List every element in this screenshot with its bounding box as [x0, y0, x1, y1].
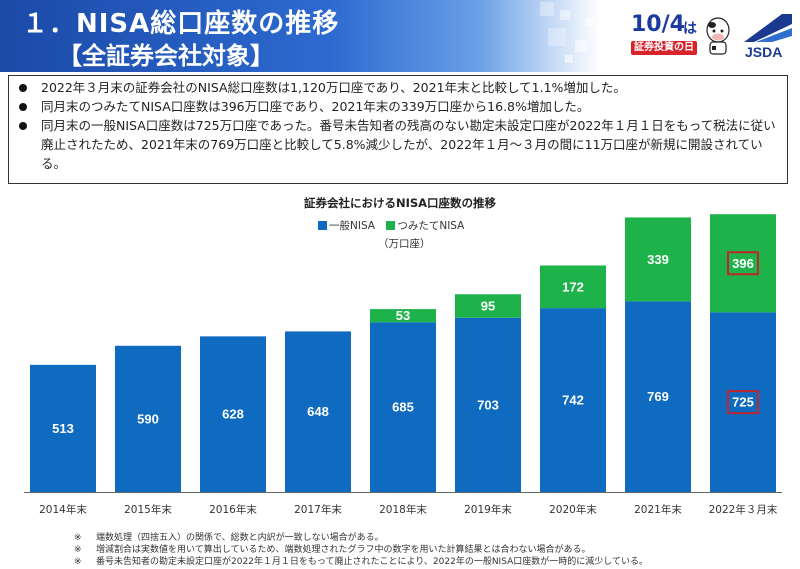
- jsda-wordmark: JSDA: [745, 44, 783, 60]
- x-tick-label: 2018年末: [379, 503, 427, 516]
- data-label: 95: [481, 299, 495, 314]
- data-label: 703: [477, 397, 499, 412]
- decor-square: [540, 2, 554, 16]
- x-tick-label: 2021年末: [634, 503, 682, 516]
- x-tick-label: 2014年末: [39, 503, 87, 516]
- data-label: 648: [307, 404, 329, 419]
- footnote-text: 番号未告知者の勘定未設定口座が2022年１月１日をもって廃止されたことにより、2…: [96, 557, 648, 567]
- bar-ippan: [30, 364, 96, 492]
- footnote-text: 端数処理（四捨五入）の関係で、総数と内訳が一致しない場合がある。: [96, 533, 384, 543]
- bar-chart: 513 2014年末 590 2015年末 628 2016年末 648 2017年末 685 5…: [24, 214, 782, 516]
- summary-bullet: 2022年３月末の証券会社のNISA総口座数は1,120万口座であり、2021年…: [17, 78, 781, 97]
- bar-tsumitate: [710, 214, 776, 313]
- bar-tsumitate: [540, 265, 606, 309]
- legend-swatch-tsumitate: [386, 221, 396, 230]
- header: １．NISA総口座数の推移 【全証券会社対象】 10/4 は 証券投資の日 JS…: [0, 0, 800, 72]
- summary-bullet: 同月末の一般NISA口座数は725万口座であった。番号未告知者の残高のない勘定未…: [17, 116, 781, 173]
- footnote-mark: ※: [74, 557, 82, 567]
- bar-tsumitate: [625, 217, 691, 302]
- header-band: [0, 0, 600, 72]
- chart-title: 証券会社におけるNISA口座数の推移: [303, 196, 497, 210]
- highlight-box: [727, 251, 759, 276]
- bar-ippan: [455, 317, 521, 492]
- summary-bullet: 同月末のつみたてNISA口座数は396万口座であり、2021年末の339万口座か…: [17, 97, 781, 116]
- data-label: 396: [732, 256, 754, 271]
- bullet-dot-icon: [19, 122, 27, 130]
- legend-item: 一般NISA: [318, 220, 375, 232]
- x-tick-label: 2015年末: [124, 503, 172, 516]
- decor-square: [560, 10, 570, 20]
- event-caption: 証券投資の日: [631, 41, 697, 55]
- legend-label: つみたてNISA: [397, 220, 465, 232]
- data-label: 590: [137, 411, 159, 426]
- bar-ippan: [285, 331, 351, 492]
- page-subtitle: 【全証券会社対象】: [58, 42, 274, 70]
- bar-ippan: [370, 322, 436, 492]
- data-label: 742: [562, 393, 584, 408]
- footnote-mark: ※: [74, 545, 82, 555]
- x-tick-label: 2016年末: [209, 503, 257, 516]
- bar-tsumitate: [455, 294, 521, 318]
- highlight-box: [727, 390, 759, 415]
- page-title: １．NISA総口座数の推移: [22, 9, 340, 39]
- bullet-dot-icon: [19, 103, 27, 111]
- legend-item: つみたてNISA: [386, 220, 464, 232]
- footnotes: ※ 端数処理（四捨五入）の関係で、総数と内訳が一致しない場合がある。 ※ 増減割合は…: [74, 532, 648, 568]
- cow-mascot-icon: [706, 17, 730, 55]
- bar-ippan: [625, 301, 691, 492]
- x-tick-label: 2022年３月末: [709, 503, 778, 516]
- bar-ippan: [200, 336, 266, 492]
- data-label: 769: [647, 389, 669, 404]
- jsda-logo-icon: [744, 14, 792, 42]
- footnote: ※ 増減割合は実数値を用いて算出しているため、端数処理されたグラフ中の数字を用いた…: [74, 544, 648, 556]
- footnote: ※ 端数処理（四捨五入）の関係で、総数と内訳が一致しない場合がある。: [74, 532, 648, 544]
- bar-ippan: [710, 312, 776, 492]
- data-label: 513: [52, 421, 74, 436]
- event-date: 10/4: [631, 12, 685, 37]
- x-tick-label: 2019年末: [464, 503, 512, 516]
- data-label: 685: [392, 400, 414, 415]
- data-label: 172: [562, 279, 584, 294]
- x-tick-label: 2017年末: [294, 503, 342, 516]
- decor-square: [575, 40, 587, 52]
- footnote-text: 増減割合は実数値を用いて算出しているため、端数処理されたグラフ中の数字を用いた計…: [96, 545, 591, 555]
- event-ha: は: [683, 21, 697, 37]
- bullet-text: 同月末のつみたてNISA口座数は396万口座であり、2021年末の339万口座か…: [41, 99, 590, 114]
- chart-legend: 一般NISA つみたてNISA: [318, 218, 472, 233]
- data-label: 339: [647, 252, 669, 267]
- data-label: 725: [732, 395, 754, 410]
- bullet-text: 同月末の一般NISA口座数は725万口座であった。番号未告知者の残高のない勘定未…: [41, 118, 776, 171]
- decor-square: [585, 18, 593, 26]
- summary-box: 2022年３月末の証券会社のNISA総口座数は1,120万口座であり、2021年…: [8, 75, 788, 184]
- footnote: ※ 番号未告知者の勘定未設定口座が2022年１月１日をもって廃止されたことにより、…: [74, 556, 648, 568]
- data-label: 628: [222, 407, 244, 422]
- footnote-mark: ※: [74, 533, 82, 543]
- chart-unit: （万口座）: [378, 238, 431, 250]
- bar-ippan: [115, 345, 181, 492]
- decor-square: [548, 28, 566, 46]
- bullet-dot-icon: [19, 84, 27, 92]
- legend-swatch-ippan: [318, 221, 327, 230]
- bar-ippan: [540, 308, 606, 492]
- investment-day-logo: 10/4 は 証券投資の日: [629, 8, 699, 56]
- bar-tsumitate: [370, 309, 436, 323]
- decor-square: [565, 55, 573, 63]
- data-label: 53: [396, 308, 410, 323]
- legend-label: 一般NISA: [329, 220, 375, 232]
- bullet-text: 2022年３月末の証券会社のNISA総口座数は1,120万口座であり、2021年…: [41, 80, 626, 95]
- x-tick-label: 2020年末: [549, 503, 597, 516]
